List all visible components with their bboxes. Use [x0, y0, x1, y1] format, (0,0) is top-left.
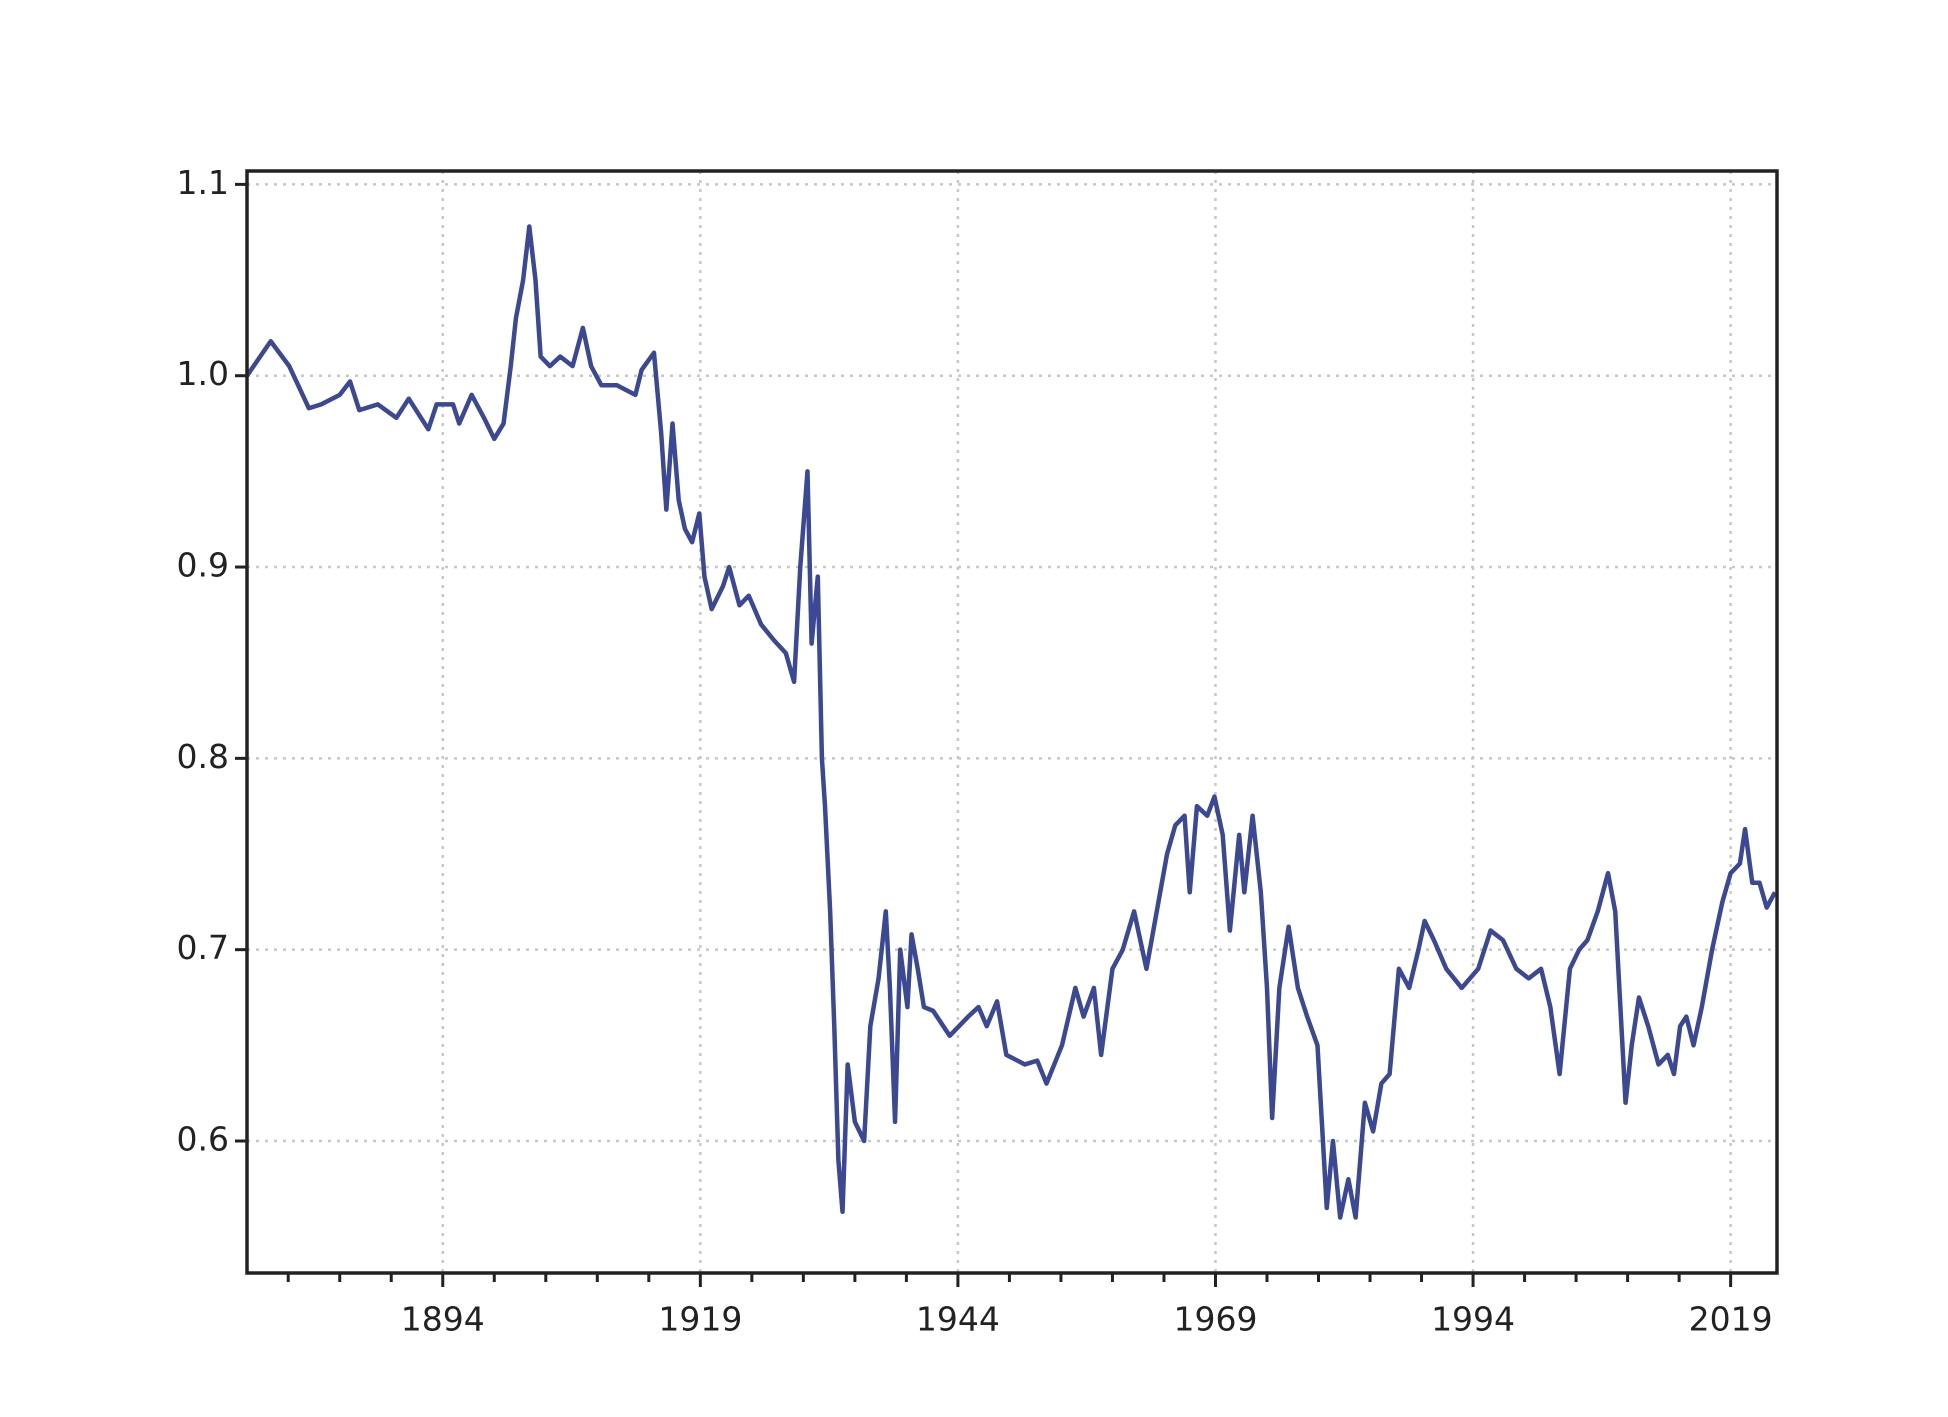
x-tick-label: 2019	[1689, 1300, 1773, 1339]
y-tick-label: 1.1	[177, 163, 229, 202]
x-tick-label: 1919	[658, 1300, 742, 1339]
y-tick-label: 0.7	[177, 928, 229, 967]
y-tick-label: 1.0	[177, 354, 229, 393]
x-tick-label: 1944	[916, 1300, 1000, 1339]
plot-frame	[245, 169, 1779, 1275]
y-tick-label: 0.8	[177, 737, 229, 776]
data-line	[247, 224, 1777, 1220]
x-tick-label: 1894	[401, 1300, 485, 1339]
x-tick-label: 1969	[1173, 1300, 1257, 1339]
y-tick-label: 0.6	[177, 1119, 229, 1158]
x-tick-label: 1994	[1431, 1300, 1515, 1339]
y-tick-label: 0.9	[177, 546, 229, 585]
